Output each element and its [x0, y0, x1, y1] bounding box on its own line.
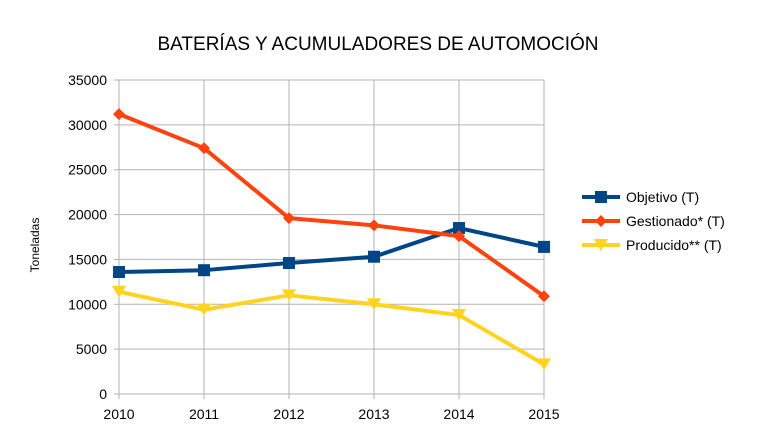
y-tick-label: 20000: [68, 207, 107, 223]
series-group: [112, 108, 551, 371]
legend-marker: [595, 215, 607, 227]
y-tick-label: 5000: [76, 341, 107, 357]
y-tick-label: 35000: [68, 72, 107, 88]
legend-entry: Gestionado* (T): [582, 213, 725, 229]
legend-marker: [594, 239, 608, 251]
data-point: [538, 240, 550, 253]
y-axis-label: Toneladas: [28, 218, 42, 273]
series-line: [118, 226, 545, 274]
data-point: [198, 142, 210, 155]
data-point: [283, 257, 295, 270]
chart-title: BATERÍAS Y ACUMULADORES DE AUTOMOCIÓN: [158, 33, 599, 55]
data-point: [367, 298, 381, 311]
data-point: [537, 358, 551, 371]
data-point: [538, 290, 550, 303]
data-point: [282, 289, 296, 302]
data-point: [368, 250, 380, 263]
y-tick-label: 10000: [68, 296, 107, 312]
data-point: [452, 309, 466, 322]
y-tick-label: 30000: [68, 117, 107, 133]
legend-entry: Producido** (T): [582, 237, 722, 253]
y-tick-label: 0: [99, 386, 107, 402]
data-point: [198, 264, 210, 277]
x-tick-label: 2012: [273, 406, 304, 422]
series-1: [113, 222, 550, 278]
series-2: [113, 108, 550, 303]
x-tick-label: 2011: [189, 406, 219, 422]
legend-label: Producido** (T): [626, 237, 722, 253]
legend-label: Objetivo (T): [626, 189, 699, 205]
legend-marker: [595, 191, 607, 203]
x-tick-label: 2015: [528, 406, 559, 422]
data-point: [113, 108, 125, 121]
x-tick-label: 2010: [103, 406, 134, 422]
series-line: [118, 289, 546, 367]
series-line: [118, 112, 546, 298]
legend-label: Gestionado* (T): [626, 213, 725, 229]
series-3: [112, 285, 551, 371]
data-point: [197, 303, 211, 316]
data-point: [112, 285, 126, 298]
data-point: [453, 222, 465, 235]
x-tick-labels: 2010 2011 2012 2013 2014 2015: [103, 406, 559, 422]
y-tick-label: 15000: [68, 251, 107, 267]
y-tick-label: 25000: [68, 162, 107, 178]
data-point: [453, 230, 465, 243]
y-tick-labels: 0 5000 10000 15000 20000 25000 30000 35000: [68, 72, 107, 402]
axes: [114, 79, 545, 399]
data-point: [283, 212, 295, 225]
x-tick-label: 2013: [358, 406, 389, 422]
legend: Objetivo (T) Gestionado* (T) Producido** (…: [582, 189, 725, 253]
data-point: [368, 219, 380, 232]
legend-entry: Objetivo (T): [582, 189, 699, 205]
x-tick-label: 2014: [443, 406, 474, 422]
data-point: [113, 265, 125, 278]
gridlines: [118, 79, 545, 395]
